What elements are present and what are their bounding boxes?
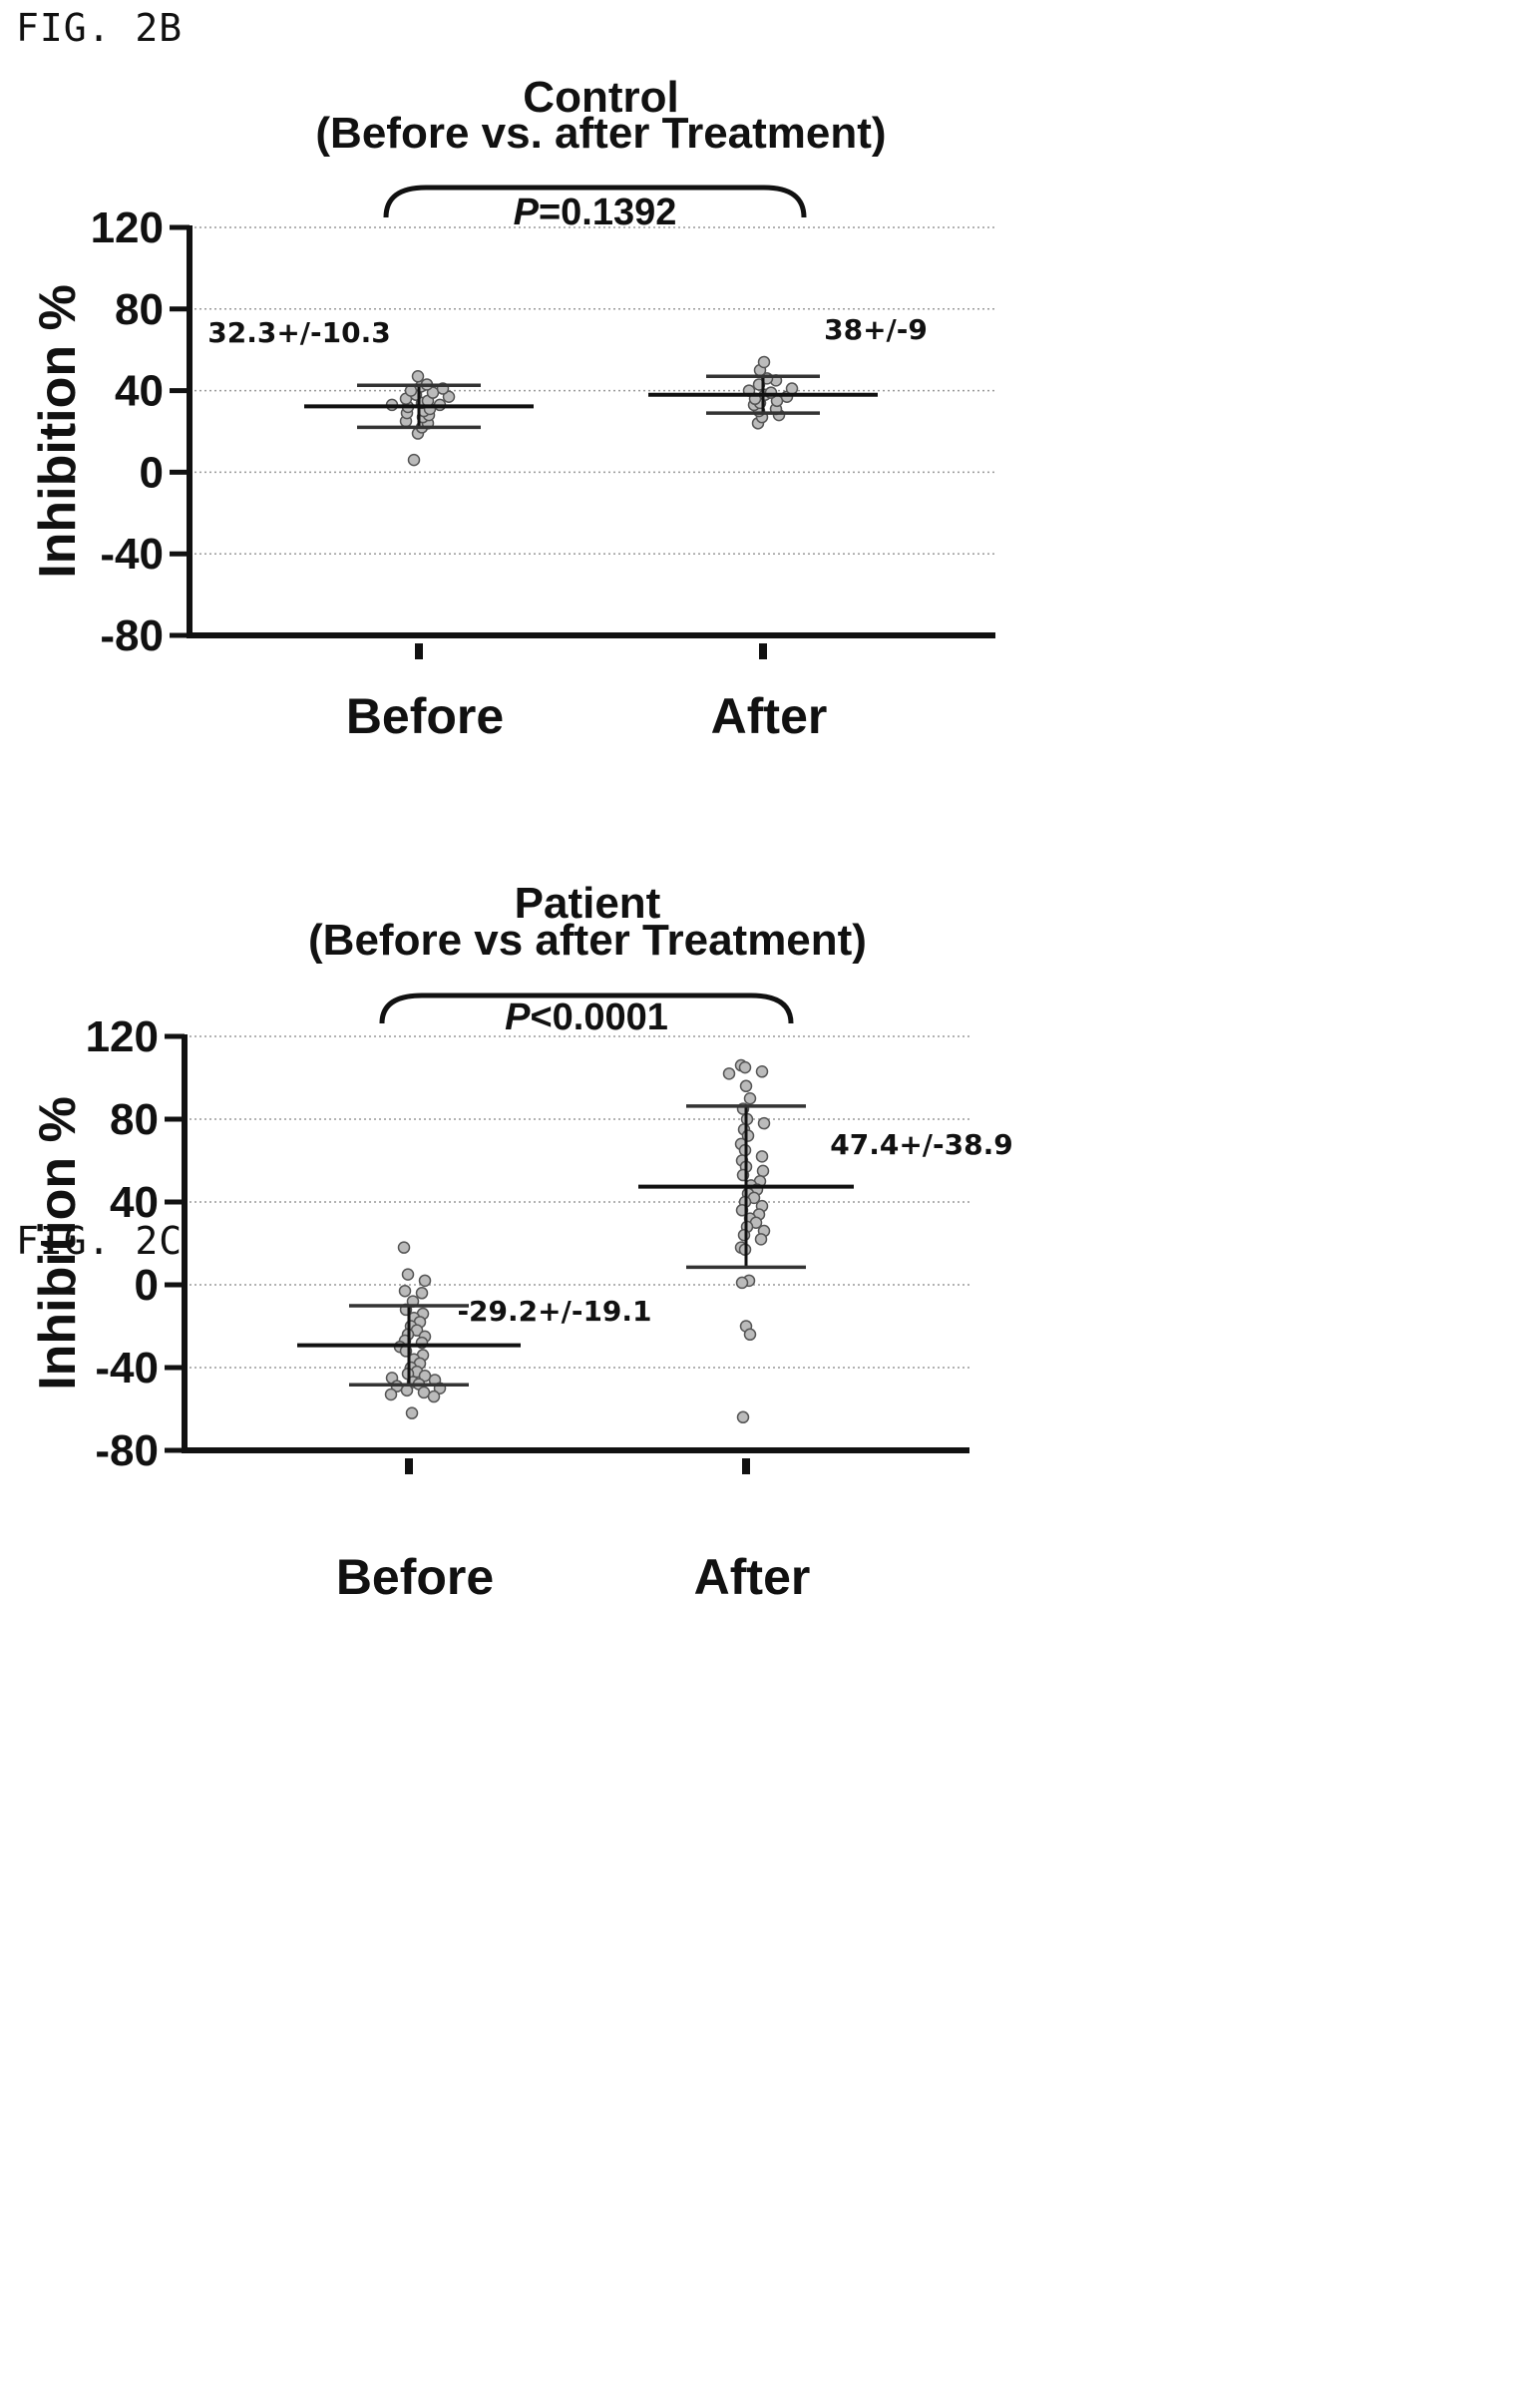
mean-sd-label: 32.3+/-10.3 — [207, 316, 390, 349]
data-point — [397, 1241, 411, 1254]
chart-subtitle: (Before vs. after Treatment) — [315, 109, 886, 158]
data-point — [415, 1287, 429, 1300]
data-point — [755, 1065, 769, 1078]
y-tick-label: -80 — [95, 1426, 159, 1475]
significance-bracket — [383, 185, 807, 218]
chart-title: Control — [523, 73, 678, 122]
data-point — [442, 390, 456, 403]
y-tick-label: 80 — [110, 1095, 159, 1144]
y-tick-label: 0 — [140, 448, 164, 497]
data-point — [757, 355, 771, 369]
chart-patient: Patient(Before vs after Treatment) P<0.00… — [29, 879, 1013, 1605]
y-tick-label: -80 — [100, 611, 164, 660]
data-point — [400, 1384, 414, 1397]
data-point — [743, 1328, 757, 1342]
p-value-label: P<0.0001 — [505, 996, 668, 1038]
x-tick — [759, 643, 767, 659]
data-point — [737, 1228, 751, 1242]
y-tick-label: 120 — [86, 1012, 159, 1061]
data-point — [757, 1116, 771, 1130]
data-point — [405, 1406, 419, 1419]
data-point — [735, 1276, 749, 1290]
x-tick-label: Before — [336, 1549, 494, 1605]
y-tick-label: 120 — [91, 203, 164, 252]
mean-sd-label: 47.4+/-38.9 — [830, 1128, 1012, 1161]
p-symbol: P — [514, 192, 540, 233]
data-point — [743, 1092, 757, 1105]
x-tick — [405, 1458, 413, 1474]
p-value-text: <0.0001 — [530, 996, 667, 1038]
y-axis-label: Inhibition % — [29, 284, 87, 579]
p-value-text: =0.1392 — [539, 192, 676, 233]
data-point — [755, 1150, 769, 1163]
y-tick-label: -40 — [100, 530, 164, 579]
x-tick-label: After — [694, 1549, 811, 1605]
figure-label-2b: FIG. 2B — [16, 6, 184, 50]
data-point — [407, 453, 421, 467]
data-point — [736, 1410, 750, 1424]
data-point — [754, 1233, 768, 1246]
p-value-label: P=0.1392 — [514, 192, 677, 233]
y-tick-label: 40 — [115, 367, 164, 416]
x-tick — [742, 1458, 750, 1474]
x-tick — [415, 643, 423, 659]
x-tick-label: After — [711, 688, 828, 744]
p-symbol: P — [505, 996, 531, 1038]
data-point — [418, 1274, 432, 1288]
x-tick-label: Before — [346, 688, 504, 744]
data-point — [739, 1079, 753, 1093]
y-tick-label: 40 — [110, 1178, 159, 1227]
data-point — [427, 1390, 441, 1403]
y-axis-label: Inhibition % — [29, 1096, 87, 1391]
y-tick-label: -40 — [95, 1344, 159, 1393]
mean-sd-label: 38+/-9 — [824, 313, 928, 346]
chart-subtitle: (Before vs after Treatment) — [308, 916, 867, 965]
data-point — [785, 382, 799, 395]
data-point — [738, 1060, 752, 1074]
data-point — [411, 370, 425, 383]
chart-control: Control(Before vs. after Treatment) P=0.1… — [29, 73, 995, 744]
chart-title: Patient — [515, 879, 661, 928]
data-point — [398, 1284, 412, 1298]
figure-label-2c: FIG. 2C — [16, 1219, 184, 1263]
mean-sd-label: -29.2+/-19.1 — [457, 1295, 651, 1328]
data-point — [722, 1067, 736, 1080]
y-tick-label: 80 — [115, 285, 164, 334]
data-point — [401, 1268, 415, 1281]
significance-bracket — [379, 993, 794, 1024]
y-tick-label: 0 — [135, 1261, 159, 1310]
data-point — [756, 1164, 770, 1178]
data-point — [384, 1388, 398, 1401]
